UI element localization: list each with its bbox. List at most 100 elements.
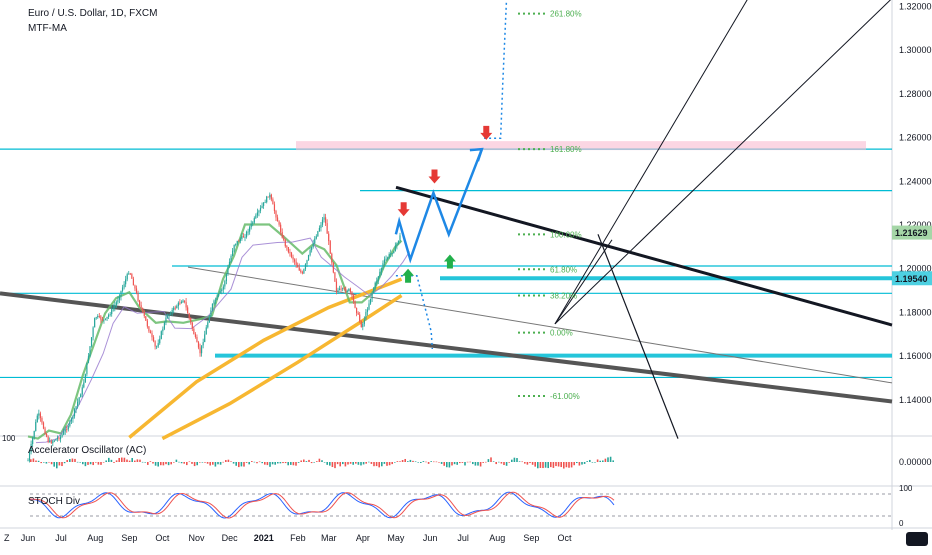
candle-body bbox=[362, 323, 364, 328]
candle-body bbox=[273, 204, 276, 212]
candle-body bbox=[380, 268, 382, 272]
candle-body bbox=[154, 341, 156, 347]
ac-bar bbox=[602, 460, 604, 462]
candle-body bbox=[92, 327, 94, 338]
candle-body bbox=[109, 314, 111, 315]
ac-bar bbox=[526, 462, 529, 465]
candle-body bbox=[275, 211, 277, 218]
ac-bar bbox=[373, 462, 375, 467]
projection-path bbox=[394, 148, 484, 264]
ac-bar bbox=[375, 462, 378, 467]
ac-bar bbox=[175, 459, 178, 462]
ac-bar bbox=[409, 459, 412, 462]
ac-bar bbox=[97, 462, 100, 465]
candle-body bbox=[359, 314, 361, 322]
ac-bar bbox=[82, 462, 84, 465]
candle-body bbox=[77, 401, 79, 407]
candle-body bbox=[376, 280, 378, 283]
candle-body bbox=[204, 334, 206, 343]
ac-bar bbox=[113, 462, 115, 463]
y-tick-label: 1.26000 bbox=[899, 133, 932, 143]
candle-body bbox=[318, 227, 320, 232]
fib-label: 100.00% bbox=[550, 230, 582, 239]
ac-bar bbox=[492, 461, 495, 462]
candle-body bbox=[149, 331, 152, 334]
ac-bar bbox=[604, 458, 607, 462]
ac-bar bbox=[521, 461, 523, 463]
ac-bar bbox=[612, 460, 614, 462]
x-tick-label: Jul bbox=[55, 533, 67, 543]
candle-body bbox=[190, 318, 192, 323]
candle-body bbox=[166, 316, 169, 318]
candle-body bbox=[72, 416, 74, 419]
candle-body bbox=[396, 243, 398, 246]
candle-body bbox=[256, 212, 258, 216]
ac-bar bbox=[240, 462, 243, 467]
x-tick-label: Mar bbox=[321, 533, 337, 543]
candle-body bbox=[103, 319, 105, 321]
candle-body bbox=[137, 293, 139, 301]
candle-body bbox=[261, 205, 263, 208]
candle-body bbox=[387, 257, 389, 259]
ac-bar bbox=[498, 461, 500, 463]
ac-bar bbox=[66, 460, 68, 462]
ac-bar bbox=[313, 462, 315, 463]
ac-bar bbox=[310, 462, 313, 464]
candle-body bbox=[250, 223, 252, 228]
candle-body bbox=[225, 274, 227, 282]
candle-body bbox=[292, 256, 294, 260]
candle-body bbox=[42, 422, 45, 429]
candle-body bbox=[357, 312, 359, 315]
candle-body bbox=[343, 288, 345, 290]
candle-body bbox=[366, 309, 369, 312]
ac-bar bbox=[32, 458, 35, 462]
candle-body bbox=[66, 429, 68, 431]
candle-body bbox=[263, 202, 265, 206]
ac-bar bbox=[342, 462, 344, 465]
timezone-z-icon: Z bbox=[4, 533, 10, 543]
ac-bar bbox=[188, 461, 191, 463]
candle-body bbox=[46, 433, 48, 437]
ac-bar bbox=[35, 460, 37, 462]
candle-body bbox=[368, 303, 370, 310]
candle-body bbox=[173, 307, 175, 311]
candle-body bbox=[191, 322, 193, 329]
ac-bar bbox=[446, 462, 448, 468]
ac-bar bbox=[565, 462, 568, 468]
candle-body bbox=[393, 251, 395, 254]
candle-body bbox=[312, 243, 314, 247]
ac-bar bbox=[50, 462, 53, 465]
candle-body bbox=[269, 194, 271, 198]
ac-bar bbox=[74, 458, 76, 462]
ac-value-label: 0.00000 bbox=[899, 457, 932, 467]
ac-bar bbox=[209, 462, 211, 466]
ac-bar bbox=[71, 458, 74, 462]
candle-body bbox=[123, 284, 125, 288]
ac-bar bbox=[295, 462, 297, 466]
ac-bar bbox=[178, 461, 180, 463]
candle-body bbox=[349, 288, 351, 292]
ac-bar bbox=[152, 462, 154, 464]
ac-bar bbox=[472, 462, 474, 465]
ac-bar bbox=[516, 458, 518, 462]
resistance-zone bbox=[296, 141, 866, 151]
candle-body bbox=[216, 295, 218, 300]
ac-bar bbox=[56, 462, 58, 469]
candle-body bbox=[132, 278, 134, 286]
ac-bar bbox=[131, 458, 133, 462]
candle-body bbox=[388, 254, 390, 258]
ac-bar bbox=[290, 462, 292, 465]
ac-bar bbox=[219, 462, 222, 465]
candle-body bbox=[168, 314, 170, 317]
ac-bar bbox=[326, 462, 328, 465]
candle-body bbox=[232, 250, 234, 256]
candle-body bbox=[253, 218, 255, 223]
candle-body bbox=[335, 281, 338, 292]
ac-bar bbox=[160, 462, 162, 466]
candle-body bbox=[145, 316, 147, 321]
ac-bar bbox=[136, 459, 139, 462]
ac-bar bbox=[485, 461, 487, 463]
ac-bar bbox=[524, 462, 526, 464]
candle-body bbox=[125, 279, 127, 285]
